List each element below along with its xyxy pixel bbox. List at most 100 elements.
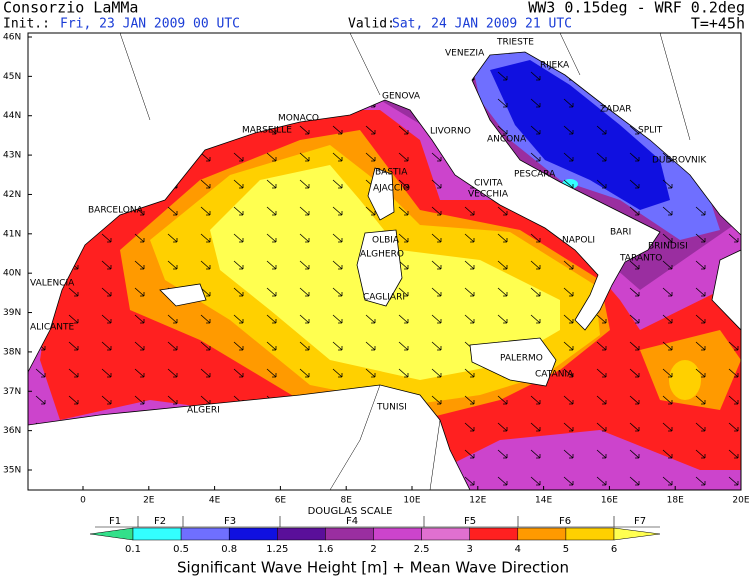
city-label: NAPOLI xyxy=(562,236,595,246)
arrow xyxy=(431,341,442,351)
city-label: RIJEKA xyxy=(540,61,570,71)
arrow xyxy=(596,422,607,432)
arrow xyxy=(365,341,376,351)
colorbar-bin xyxy=(421,527,470,541)
arrow xyxy=(530,314,541,324)
arrow xyxy=(299,314,310,324)
arrow xyxy=(398,125,409,135)
arrow xyxy=(662,233,673,243)
arrow xyxy=(299,260,310,270)
arrow xyxy=(695,206,706,216)
borders xyxy=(119,33,691,490)
arrow xyxy=(464,368,475,378)
arrow xyxy=(530,395,541,405)
arrow xyxy=(596,395,607,405)
lon-label: 2E xyxy=(143,496,155,506)
break-label: 3 xyxy=(467,544,473,555)
break-label: 1.6 xyxy=(317,544,333,555)
break-label: 4 xyxy=(515,544,521,555)
lon-label: 12E xyxy=(469,496,486,506)
sea-band xyxy=(669,360,701,400)
arrow xyxy=(728,233,739,243)
city-label: ZADAR xyxy=(600,105,632,115)
arrow xyxy=(596,341,607,351)
init-value: Fri, 23 JAN 2009 00 UTC xyxy=(60,17,240,32)
arrow xyxy=(365,368,376,378)
arrow xyxy=(464,422,475,432)
arrow xyxy=(530,449,541,459)
arrow xyxy=(68,314,79,324)
lon-label: 0 xyxy=(80,496,86,506)
arrow xyxy=(596,179,607,189)
arrow xyxy=(101,233,112,243)
arrow xyxy=(497,206,508,216)
city-label: MARSEILLE xyxy=(242,126,292,136)
arrow xyxy=(596,368,607,378)
arrow xyxy=(695,422,706,432)
arrow xyxy=(299,233,310,243)
arrow xyxy=(431,314,442,324)
arrow xyxy=(101,287,112,297)
arrow xyxy=(563,449,574,459)
colorbar-under xyxy=(89,527,134,541)
lat-label: 46N xyxy=(3,33,21,43)
arrow xyxy=(365,206,376,216)
land-europe xyxy=(28,33,741,373)
arrow xyxy=(596,314,607,324)
city-label: MONACO xyxy=(278,114,319,124)
arrow xyxy=(68,395,79,405)
arrow xyxy=(101,260,112,270)
arrow xyxy=(200,206,211,216)
arrow xyxy=(167,314,178,324)
arrow xyxy=(134,395,145,405)
arrow xyxy=(530,125,541,135)
arrow xyxy=(299,179,310,189)
arrow xyxy=(629,206,640,216)
lat-label: 45N xyxy=(3,72,21,82)
arrow xyxy=(629,395,640,405)
arrow xyxy=(167,260,178,270)
arrow xyxy=(167,341,178,351)
arrow xyxy=(101,395,112,405)
arrow xyxy=(563,98,574,108)
left-title: Consorzio LaMMa xyxy=(3,0,138,17)
arrow xyxy=(563,368,574,378)
arrow xyxy=(695,260,706,270)
arrow xyxy=(398,179,409,189)
arrow xyxy=(497,71,508,81)
city-label: BARCELONA xyxy=(88,206,144,216)
lon-label: 20E xyxy=(732,496,749,506)
arrow xyxy=(299,152,310,162)
arrow xyxy=(332,179,343,189)
break-label: 2.5 xyxy=(414,544,430,555)
city-label: VECCHIA xyxy=(468,190,509,200)
douglas-label: F7 xyxy=(634,516,646,527)
break-label: 2 xyxy=(370,544,376,555)
arrow xyxy=(530,152,541,162)
arrow xyxy=(695,233,706,243)
arrow xyxy=(431,152,442,162)
arrow xyxy=(266,179,277,189)
arrow xyxy=(266,260,277,270)
legend: DOUGLAS SCALE Significant Wave Height [m… xyxy=(89,506,661,577)
arrow xyxy=(431,233,442,243)
arrow xyxy=(497,125,508,135)
arrow xyxy=(629,422,640,432)
city-label: BASTIA xyxy=(375,168,408,178)
city-label: AJACCIO xyxy=(373,184,410,194)
city-label: CIVITA xyxy=(474,179,504,189)
arrow xyxy=(530,287,541,297)
arrow xyxy=(728,476,739,486)
arrow xyxy=(431,179,442,189)
arrow xyxy=(299,341,310,351)
arrow xyxy=(629,287,640,297)
arrow xyxy=(530,71,541,81)
arrow xyxy=(233,260,244,270)
lat-label: 41N xyxy=(3,229,21,239)
lat-label: 43N xyxy=(3,151,21,161)
colorbar-bin xyxy=(228,527,278,541)
arrow xyxy=(68,287,79,297)
arrow xyxy=(563,476,574,486)
arrow xyxy=(596,476,607,486)
arrow xyxy=(662,314,673,324)
